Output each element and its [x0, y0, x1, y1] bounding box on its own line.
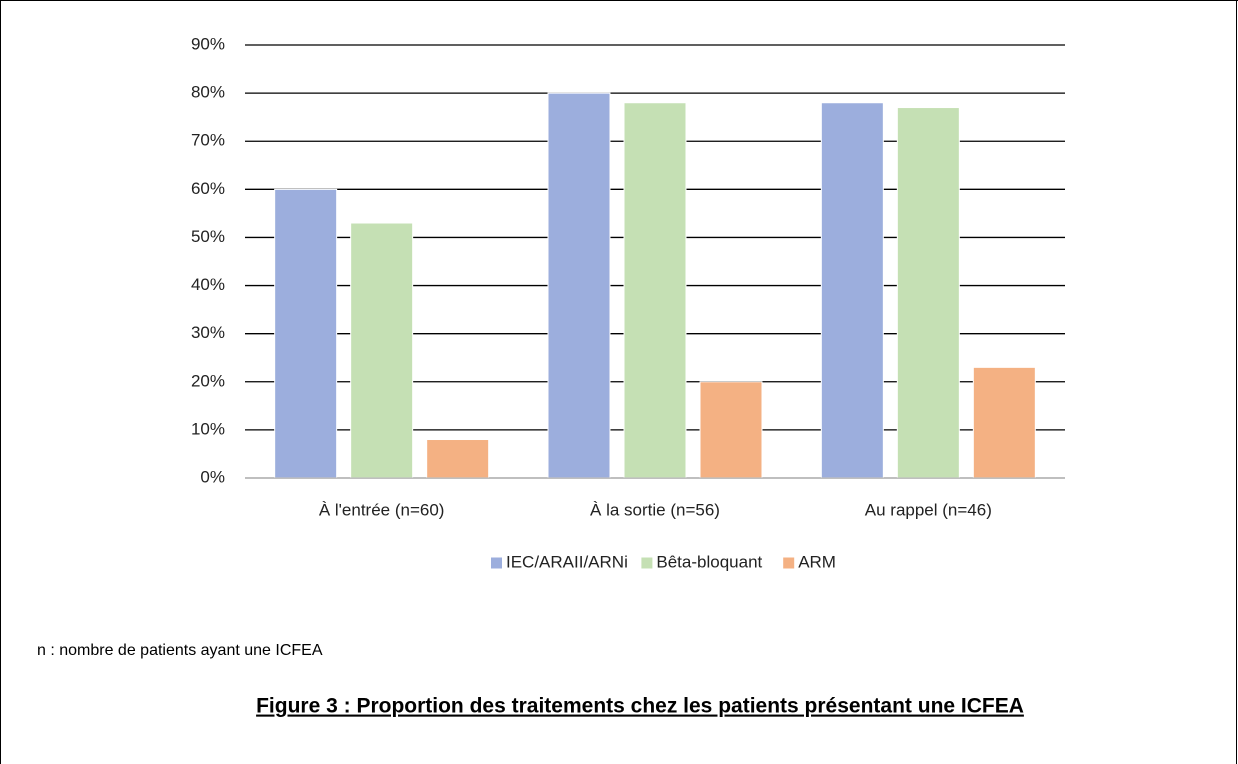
- y-tick-label: 10%: [191, 419, 225, 438]
- legend-swatch: [783, 557, 795, 569]
- bar: [699, 381, 763, 479]
- y-tick-label: 60%: [191, 179, 225, 198]
- y-tick-label: 0%: [200, 467, 225, 486]
- y-tick-label: 40%: [191, 275, 225, 294]
- legend-label: Bêta-bloquant: [656, 552, 762, 571]
- bar: [972, 366, 1036, 479]
- legend-label: ARM: [798, 552, 836, 571]
- y-tick-label: 90%: [191, 34, 225, 53]
- caption: Figure 3 : Proportion des traitements ch…: [256, 695, 1024, 718]
- bar: [426, 439, 490, 479]
- bar: [350, 222, 414, 479]
- y-tick-label: 50%: [191, 227, 225, 246]
- bar: [896, 107, 960, 479]
- y-tick-label: 20%: [191, 371, 225, 390]
- x-tick-label: Au rappel (n=46): [865, 500, 992, 519]
- bar: [623, 102, 687, 479]
- bar: [820, 102, 884, 479]
- legend-label: IEC/ARAII/ARNi: [506, 552, 628, 571]
- y-tick-label: 30%: [191, 323, 225, 342]
- legend-swatch: [641, 557, 653, 569]
- note: n : nombre de patients ayant une ICFEA: [37, 642, 323, 659]
- legend-swatch: [491, 557, 502, 569]
- y-tick-label: 80%: [191, 83, 225, 102]
- bar: [274, 188, 338, 479]
- y-tick-label: 70%: [191, 131, 225, 150]
- x-tick-label: À l'entrée (n=60): [319, 500, 445, 519]
- x-tick-label: À la sortie (n=56): [590, 500, 720, 519]
- bar: [547, 92, 611, 479]
